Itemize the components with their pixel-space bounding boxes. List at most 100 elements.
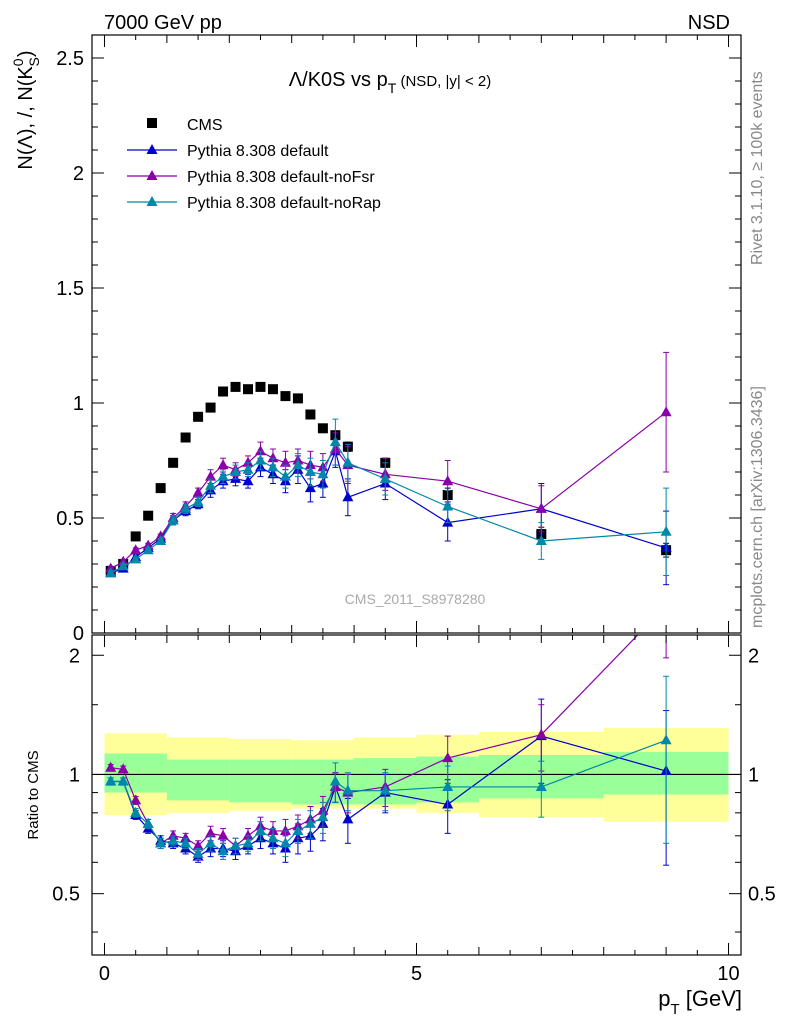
x-tick-label: 5 — [411, 963, 422, 985]
main-title: Λ/K0S vs pT (NSD, |y| < 2) — [289, 69, 491, 96]
legend-entry-norap: Pythia 8.308 default-noRap — [127, 195, 381, 212]
y-axis-label-bottom: Ratio to CMS — [25, 750, 42, 839]
data-point-norap — [660, 525, 672, 536]
ratio-panel-frame — [91, 634, 742, 956]
ratio-point-norap — [130, 806, 142, 817]
ratio-point-nofsr — [279, 824, 291, 835]
legend-label-default: Pythia 8.308 default — [187, 143, 329, 160]
y-tick-label-top: 0 — [73, 623, 84, 645]
ratio-point-nofsr — [105, 761, 117, 772]
data-point-cms — [267, 384, 278, 395]
top-panel-frame — [91, 34, 742, 634]
data-point-norap — [192, 495, 204, 506]
y-tick-label-top: 2 — [73, 163, 84, 185]
ratio-point-norap — [205, 837, 217, 848]
data-point-cms — [143, 510, 154, 521]
ratio-point-norap — [117, 775, 129, 786]
ratio-point-norap — [379, 784, 391, 795]
y-tick-label-top: 1 — [73, 393, 84, 415]
ratio-point-nofsr — [242, 829, 254, 840]
data-point-cms — [255, 381, 266, 392]
data-point-norap — [254, 454, 266, 465]
legend-entry-nofsr: Pythia 8.308 default-noFsr — [127, 169, 375, 186]
ratio-point-norap — [342, 784, 354, 795]
ratio-point-norap — [329, 775, 341, 786]
data-point-cms — [130, 531, 141, 542]
data-point-cms — [230, 381, 241, 392]
top-panel-data — [105, 351, 672, 586]
data-point-cms — [155, 483, 166, 494]
data-point-cms — [243, 384, 254, 395]
data-point-nofsr — [130, 544, 142, 555]
data-point-nofsr — [442, 475, 454, 486]
data-point-cms — [305, 409, 316, 420]
x-tick-label: 10 — [717, 963, 739, 985]
ratio-band-inner — [104, 753, 167, 793]
ratio-point-norap — [292, 824, 304, 835]
data-point-default — [242, 475, 254, 486]
ratio-point-norap — [217, 845, 229, 856]
data-point-cms — [218, 386, 229, 397]
ratio-point-nofsr — [217, 829, 229, 840]
legend-label-nofsr: Pythia 8.308 default-noFsr — [187, 169, 375, 186]
ratio-band-inner — [229, 759, 292, 803]
data-point-cms — [205, 402, 216, 413]
y-tick-label-bottom: 2 — [69, 645, 80, 667]
ratio-point-nofsr — [535, 728, 547, 739]
data-point-norap — [535, 535, 547, 545]
data-point-norap — [292, 459, 304, 470]
ratio-point-norap — [279, 837, 291, 848]
ratio-point-norap — [105, 775, 117, 786]
data-point-cms — [317, 423, 328, 434]
y-tick-label-right: 0.5 — [748, 884, 776, 906]
series-line-nofsr — [110, 411, 667, 570]
legend-entry-default: Pythia 8.308 default — [127, 143, 329, 160]
ratio-point-norap — [317, 811, 329, 822]
ratio-point-nofsr — [130, 794, 142, 805]
series-line-default — [110, 449, 667, 574]
data-point-nofsr — [217, 459, 229, 470]
watermark: CMS_2011_S8978280 — [345, 591, 486, 607]
data-point-norap — [105, 567, 117, 578]
legend-label-norap: Pythia 8.308 default-noRap — [187, 195, 381, 212]
data-point-norap — [155, 535, 167, 545]
data-point-norap — [180, 502, 192, 513]
header-left: 7000 GeV pp — [104, 12, 222, 34]
data-point-default — [342, 491, 354, 502]
data-point-norap — [167, 514, 179, 525]
ratio-point-norap — [304, 817, 316, 828]
ratio-point-norap — [155, 837, 167, 848]
data-point-default — [304, 482, 316, 493]
data-point-norap — [317, 468, 329, 479]
ratio-point-nofsr — [205, 827, 217, 838]
legend-marker-nofsr — [146, 170, 158, 180]
ratio-point-norap — [180, 837, 192, 848]
ratio-point-nofsr — [661, 600, 672, 610]
ratio-line-norap — [110, 739, 667, 855]
data-point-norap — [442, 500, 454, 511]
ratio-point-norap — [230, 839, 242, 850]
axes-ticks: 0 5 10 0 0.5 1 1.5 2 2.5 0.5 0.5 1 1 2 2 — [52, 34, 776, 985]
ratio-point-norap — [535, 780, 547, 791]
data-point-norap — [130, 553, 142, 564]
data-point-norap — [304, 466, 316, 476]
legend-marker-cms — [147, 118, 157, 128]
side-text-top: Rivet 3.1.10, ≥ 100k events — [749, 71, 766, 265]
ratio-panel-data — [105, 600, 672, 866]
data-point-norap — [117, 560, 129, 571]
ratio-point-nofsr — [442, 752, 454, 763]
data-point-norap — [142, 544, 154, 555]
ratio-point-default — [342, 813, 354, 824]
data-point-cms — [193, 411, 204, 422]
data-point-norap — [379, 472, 391, 483]
data-point-norap — [342, 456, 354, 467]
data-point-nofsr — [254, 445, 266, 456]
y-tick-label-right: 2 — [748, 645, 759, 667]
ratio-point-norap — [267, 832, 279, 843]
ratio-point-nofsr — [180, 832, 192, 843]
ratio-point-nofsr — [192, 839, 204, 850]
x-tick-label: 0 — [99, 963, 110, 985]
data-point-cms — [292, 393, 303, 404]
data-point-nofsr — [205, 470, 217, 481]
